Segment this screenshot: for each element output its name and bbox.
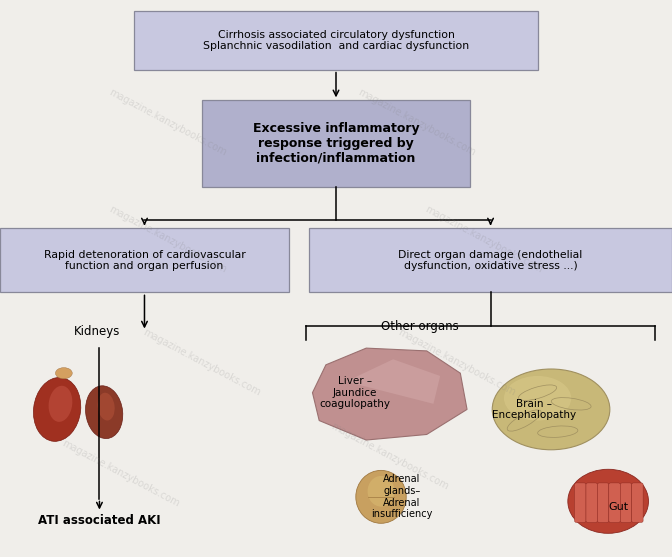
- Ellipse shape: [504, 376, 571, 421]
- Text: Direct organ damage (endothelial
dysfunction, oxidative stress ...): Direct organ damage (endothelial dysfunc…: [398, 250, 583, 271]
- Ellipse shape: [368, 476, 394, 507]
- FancyBboxPatch shape: [620, 483, 632, 522]
- Text: magazine.kanzybooks.com: magazine.kanzybooks.com: [141, 327, 262, 397]
- FancyBboxPatch shape: [586, 483, 597, 522]
- Text: magazine.kanzybooks.com: magazine.kanzybooks.com: [60, 438, 181, 509]
- FancyBboxPatch shape: [134, 11, 538, 70]
- Text: magazine.kanzybooks.com: magazine.kanzybooks.com: [356, 87, 477, 158]
- Ellipse shape: [55, 368, 73, 379]
- Text: Rapid detenoration of cardiovascular
function and organ perfusion: Rapid detenoration of cardiovascular fun…: [44, 250, 245, 271]
- PathPatch shape: [312, 348, 467, 440]
- Text: magazine.kanzybooks.com: magazine.kanzybooks.com: [329, 422, 450, 492]
- Text: magazine.kanzybooks.com: magazine.kanzybooks.com: [396, 327, 517, 397]
- Text: Excessive inflammatory
response triggered by
infection/inflammation: Excessive inflammatory response triggere…: [253, 122, 419, 165]
- PathPatch shape: [346, 359, 440, 404]
- Text: Brain –
Encephalopathy: Brain – Encephalopathy: [492, 399, 577, 420]
- Ellipse shape: [97, 393, 115, 421]
- Ellipse shape: [568, 469, 648, 534]
- FancyBboxPatch shape: [309, 228, 672, 292]
- Text: Adrenal
glands–
Adrenal
insufficiency: Adrenal glands– Adrenal insufficiency: [371, 475, 433, 519]
- FancyBboxPatch shape: [597, 483, 609, 522]
- FancyBboxPatch shape: [609, 483, 620, 522]
- FancyBboxPatch shape: [202, 100, 470, 187]
- Text: magazine.kanzybooks.com: magazine.kanzybooks.com: [108, 87, 228, 158]
- Ellipse shape: [34, 378, 81, 441]
- Text: Kidneys: Kidneys: [74, 325, 121, 338]
- FancyBboxPatch shape: [632, 483, 643, 522]
- FancyBboxPatch shape: [575, 483, 586, 522]
- Text: Gut: Gut: [608, 502, 628, 512]
- Ellipse shape: [492, 369, 610, 450]
- Ellipse shape: [355, 470, 406, 524]
- Text: ATI associated AKI: ATI associated AKI: [38, 514, 161, 527]
- Text: Cirrhosis associated circulatory dysfunction
Splanchnic vasodilation  and cardia: Cirrhosis associated circulatory dysfunc…: [203, 30, 469, 51]
- Text: magazine.kanzybooks.com: magazine.kanzybooks.com: [423, 204, 544, 275]
- Text: Liver –
Jaundice
coagulopathy: Liver – Jaundice coagulopathy: [319, 376, 390, 409]
- Text: Other organs: Other organs: [381, 320, 459, 334]
- FancyBboxPatch shape: [0, 228, 289, 292]
- Ellipse shape: [48, 386, 73, 422]
- Text: magazine.kanzybooks.com: magazine.kanzybooks.com: [108, 204, 228, 275]
- Ellipse shape: [85, 386, 123, 438]
